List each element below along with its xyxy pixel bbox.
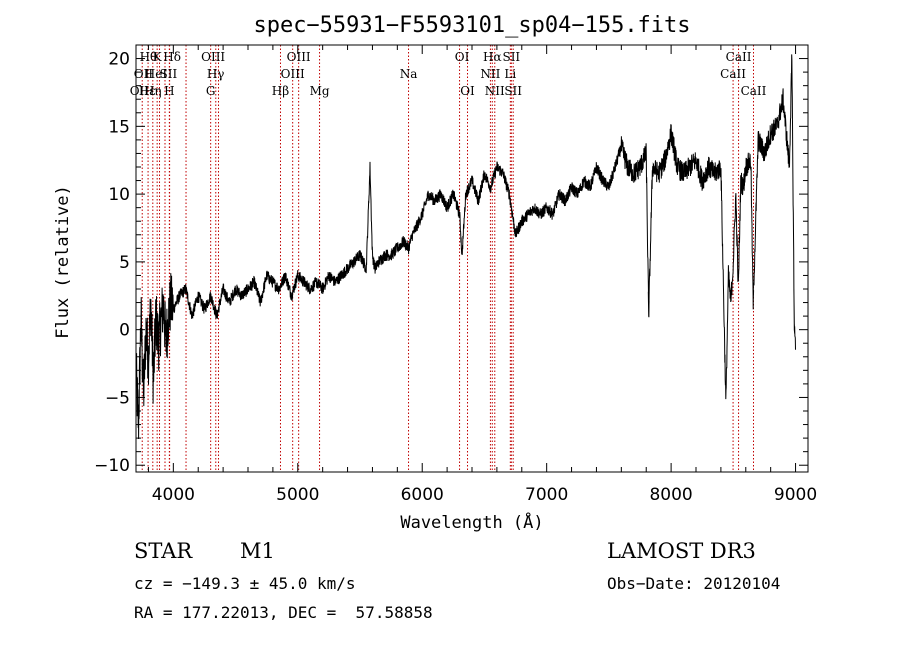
line-annotation-9: OII — [134, 67, 154, 81]
x-tick-label-2: 6000 — [401, 485, 444, 505]
x-axis-label: Wavelength (Å) — [400, 511, 543, 533]
y-tick-label-4: 10 — [108, 185, 130, 205]
line-annotation-6: Hα — [483, 50, 502, 64]
line-annotation-28: CaII — [741, 84, 767, 98]
object-subclass: M1 — [240, 539, 275, 563]
x-tick-label-1: 5000 — [276, 485, 319, 505]
line-annotation-22: G — [206, 84, 216, 98]
line-annotation-19: Hε — [139, 84, 156, 98]
line-annotation-12: Hγ — [207, 67, 225, 81]
line-annotation-7: SII — [502, 50, 520, 64]
line-annotation-4: OIII — [287, 50, 311, 64]
chart-title: spec−55931−F5593101_sp04−155.fits — [253, 13, 690, 38]
x-tick-label-5: 9000 — [774, 485, 817, 505]
line-annotation-27: SII — [504, 84, 522, 98]
redshift-velocity: cz = −149.3 ± 45.0 km/s — [134, 574, 356, 593]
line-annotation-18: OII — [130, 84, 150, 98]
line-annotation-3: OIII — [201, 50, 225, 64]
line-annotation-10: HeI — [145, 67, 168, 81]
x-axis-ticks: 4000 5000 6000 7000 8000 9000 — [147, 45, 817, 505]
y-tick-label-1: −5 — [105, 388, 130, 408]
line-annotation-26: NII — [485, 84, 505, 98]
plot-frame — [135, 44, 809, 473]
y-tick-label-5: 15 — [108, 117, 130, 137]
sky-coordinates: RA = 177.22013, DEC = 57.58858 — [134, 603, 433, 622]
x-tick-label-0: 4000 — [152, 485, 195, 505]
object-class: STAR — [134, 539, 193, 563]
observation-date: Obs−Date: 20120104 — [607, 574, 781, 593]
line-annotation-25: OI — [460, 84, 475, 98]
x-tick-label-4: 8000 — [649, 485, 692, 505]
line-annotation-16: Li — [504, 67, 516, 81]
line-annotation-21: H — [164, 84, 174, 98]
line-annotation-2: Hδ — [163, 50, 181, 64]
line-annotation-24: Mg — [310, 84, 330, 98]
line-annotation-11: SII — [160, 67, 178, 81]
y-axis-ticks: −10 −5 0 5 10 15 20 — [94, 50, 808, 476]
line-annotation-15: NII — [480, 67, 500, 81]
y-tick-label-2: 0 — [119, 321, 130, 341]
line-annotation-13: OIII — [281, 67, 305, 81]
line-annotation-17: CaII — [720, 67, 746, 81]
line-annotation-0: Hθ — [140, 50, 158, 64]
line-annotation-23: Hβ — [272, 84, 289, 98]
y-tick-label-3: 5 — [119, 253, 130, 273]
line-annotation-5: OI — [455, 50, 470, 64]
line-annotation-20: Hη — [144, 84, 162, 98]
y-tick-label-0: −10 — [94, 456, 130, 476]
flux-series-line — [135, 54, 796, 440]
x-tick-label-3: 7000 — [525, 485, 568, 505]
y-axis-label: Flux (relative) — [53, 185, 73, 339]
survey-name: LAMOST DR3 — [607, 539, 756, 563]
y-tick-label-6: 20 — [108, 50, 130, 70]
reference-lines — [141, 45, 754, 472]
line-annotation-8: CaII — [726, 50, 752, 64]
line-annotation-14: Na — [400, 67, 418, 81]
line-annotation-1: K — [153, 50, 163, 64]
